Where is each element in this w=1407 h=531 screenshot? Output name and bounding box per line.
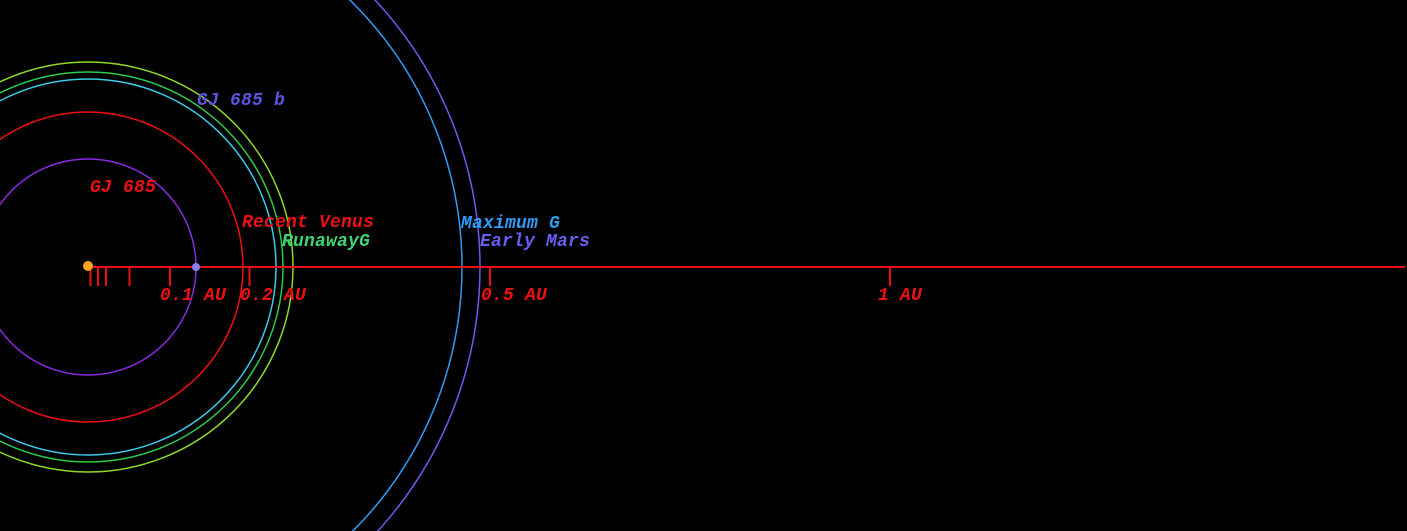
maximum-greenhouse-label: Maximum G xyxy=(461,214,561,234)
recent-venus-label: Recent Venus xyxy=(242,213,375,233)
planet-marker xyxy=(192,263,200,271)
star-marker xyxy=(83,261,93,271)
runaway-greenhouse-label: RunawayG xyxy=(282,232,371,252)
tick-label-0-1-au: 0.1 AU xyxy=(160,286,227,306)
tick-label-1-au: 1 AU xyxy=(878,286,923,306)
axis-layer xyxy=(88,266,1405,286)
orbit-layer xyxy=(0,0,481,531)
star-name-label: GJ 685 xyxy=(90,178,157,198)
early-mars-label: Early Mars xyxy=(480,232,591,252)
tick-label-0-2-au: 0.2 AU xyxy=(240,286,307,306)
planet-name-label: GJ 685 b xyxy=(197,91,286,111)
tick-label-0-5-au: 0.5 AU xyxy=(481,286,548,306)
body-layer xyxy=(83,261,200,271)
